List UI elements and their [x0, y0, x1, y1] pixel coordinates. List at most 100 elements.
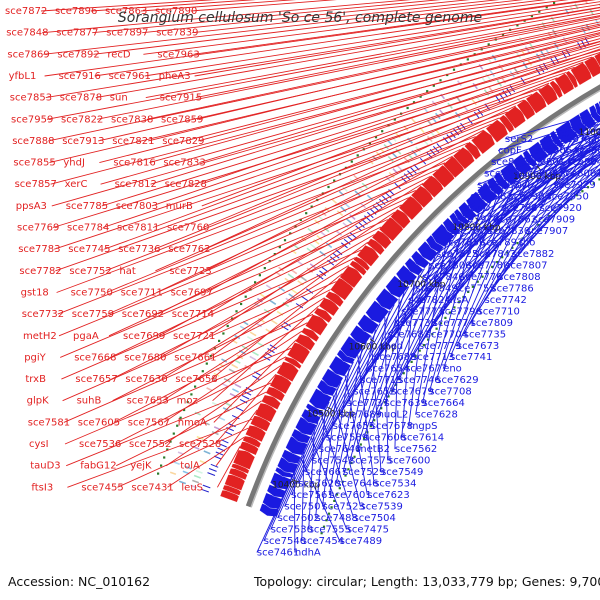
gene-label: sce7661	[174, 352, 216, 363]
gene-label: sce7601	[329, 490, 371, 501]
gene-leader-line	[117, 427, 249, 488]
gc-skew-dot	[466, 58, 469, 61]
feature-tick	[207, 472, 216, 476]
gene-label: sce7667	[305, 467, 347, 478]
gc-skew-dot	[537, 223, 540, 227]
gene-label: copF	[498, 146, 522, 157]
gene-label: murB	[166, 201, 193, 212]
gene-label: mgpS	[409, 421, 438, 432]
gc-skew-dot	[258, 274, 261, 277]
backbone-shadow-arc	[250, 89, 600, 508]
gc-skew-dot	[545, 6, 548, 9]
feature-tick	[190, 484, 198, 489]
gene-label: sce7711	[121, 288, 163, 299]
feature-tick	[379, 198, 386, 206]
gc-skew-dot	[586, 186, 590, 189]
gene-label: sce7855	[13, 158, 55, 169]
feature-tick	[235, 406, 244, 412]
accession-label: Accession: NC_010162	[8, 574, 151, 589]
gene-label: sce7454	[302, 536, 344, 547]
gene-label: sce7950	[547, 191, 589, 202]
gene-label: sce7652	[353, 387, 395, 398]
gene-leader-line	[532, 170, 600, 220]
gc-skew-dot	[453, 306, 456, 309]
feature-tick	[219, 443, 227, 448]
gene-label: sce7824	[409, 295, 451, 306]
gene-label: sce7715	[360, 375, 402, 386]
feature-tick	[478, 64, 484, 70]
forward-cds-arrow	[525, 91, 547, 114]
scale-tick	[536, 165, 541, 171]
gene-leader-line	[108, 197, 409, 337]
gene-leader-line	[491, 123, 600, 163]
scale-label: 10500 kbp	[307, 410, 355, 420]
feature-tick	[206, 387, 213, 392]
genome-summary-label: Topology: circular; Length: 13,033,779 b…	[254, 574, 600, 589]
gene-label: sce7677	[405, 364, 447, 375]
gene-leader-line	[325, 268, 425, 438]
forward-cds-arrow	[464, 141, 482, 160]
gene-leader-line	[101, 52, 600, 207]
gc-skew-dot	[418, 349, 421, 352]
forward-cds-arrow	[339, 265, 363, 289]
gene-label: sce7774	[433, 318, 475, 329]
gene-label: sce7833	[163, 158, 205, 169]
feature-tick	[383, 143, 389, 150]
feature-tick	[467, 117, 473, 125]
forward-cds-arrow	[470, 129, 496, 155]
gene-leader-line	[154, 99, 525, 250]
gene-label: sce7552	[129, 439, 171, 450]
gene-leader-line	[290, 361, 354, 496]
gene-label: sce7803	[116, 201, 158, 212]
gene-label: sce7784	[67, 223, 109, 234]
gene-label: sce7540	[264, 536, 306, 547]
gc-skew-dot	[368, 142, 371, 145]
gene-label: sce7630	[125, 374, 167, 385]
gene-label: sce8026	[574, 146, 600, 157]
gene-label: sce7507	[285, 502, 327, 513]
gene-leader-line	[51, 49, 600, 207]
gene-label: sce8064	[536, 146, 578, 157]
gene-label: sce7489	[340, 536, 382, 547]
gene-label: sce7897	[106, 28, 148, 39]
gene-leader-line	[92, 0, 441, 34]
gc-skew-dot	[380, 407, 383, 410]
gene-label: sce7504	[354, 513, 396, 524]
gene-label: sce7746	[398, 375, 440, 386]
gene-leader-line	[397, 191, 503, 381]
gene-label: sce7750	[71, 288, 113, 299]
feature-tick	[391, 152, 398, 159]
gc-skew-dot	[254, 281, 257, 284]
gene-leader-line	[201, 61, 584, 207]
gene-label: sun	[110, 93, 128, 104]
gene-leader-line	[50, 40, 600, 185]
gc-skew-dot	[501, 33, 505, 36]
gene-leader-line	[113, 322, 308, 423]
gene-label: sce7549	[381, 467, 423, 478]
gene-leader-line	[328, 368, 350, 496]
gene-label: sce7721	[173, 331, 215, 342]
gene-label: sce7639	[385, 398, 427, 409]
gc-skew-dot	[427, 338, 430, 341]
gene-label: sce7859	[161, 114, 203, 125]
gene-label: sce7872	[5, 6, 47, 17]
gc-skew-dot	[353, 455, 356, 458]
feature-tick	[336, 210, 344, 217]
gene-leader-line	[332, 395, 361, 507]
gc-skew-dot	[501, 256, 504, 259]
forward-cds-arrow	[245, 425, 267, 443]
feature-tick	[313, 239, 320, 245]
forward-cds-arrow	[305, 314, 328, 336]
gc-skew-dot	[487, 43, 490, 46]
gene-leader-line	[58, 189, 416, 337]
feature-tick	[509, 70, 515, 78]
feature-tick	[291, 288, 298, 295]
scale-label: 10900 kbp	[513, 172, 561, 182]
gc-skew-dot	[350, 461, 353, 465]
gene-label: sce7431	[131, 482, 173, 493]
gc-skew-dot	[226, 324, 229, 328]
gc-skew-dot	[412, 101, 416, 104]
gene-leader-line	[48, 23, 600, 142]
gc-skew-dot	[299, 218, 302, 221]
gene-label: ndhA	[295, 548, 321, 559]
